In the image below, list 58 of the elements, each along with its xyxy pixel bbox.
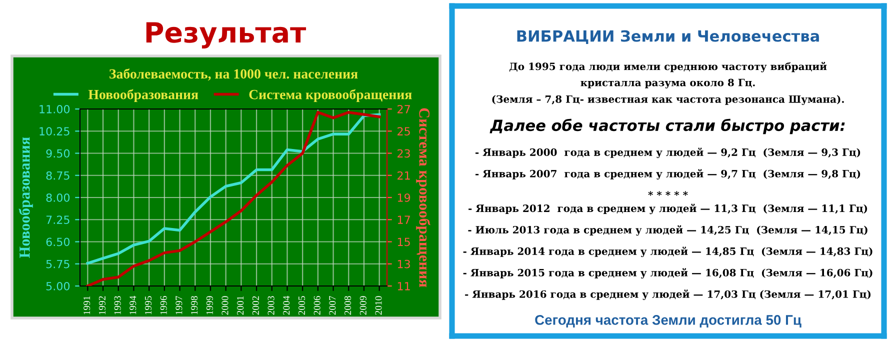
x-tick-label: 2005 bbox=[298, 296, 306, 315]
chart-title: Результат bbox=[146, 22, 306, 48]
y-axis-title: Новообразования bbox=[18, 137, 33, 258]
y2-tick-label: 13 bbox=[398, 260, 410, 268]
y2-tick-label: 21 bbox=[398, 171, 410, 180]
y2-tick-label: 19 bbox=[398, 193, 410, 202]
x-tick-label: 2010 bbox=[375, 296, 382, 315]
text: - Январь 2016 года в среднем у людей — 17,03 Гц (Земля — 17,01 Гц) bbox=[465, 290, 871, 300]
text: ВИБРАЦИИ Земли и Человечества bbox=[517, 30, 819, 44]
x-tick-label: 1999 bbox=[206, 296, 213, 314]
legend-label: Новообразования bbox=[88, 89, 198, 102]
text: * * * * * bbox=[648, 191, 688, 196]
x-tick-label: 1998 bbox=[191, 296, 198, 314]
y-tick-label: 7.25 bbox=[46, 216, 70, 224]
x-tick-label: 2007 bbox=[329, 296, 336, 315]
chart-subtitle: Заболеваемость, на 1000 чел. населения bbox=[110, 68, 358, 81]
x-tick-label: 2008 bbox=[344, 296, 352, 315]
x-tick-label: 2002 bbox=[252, 296, 259, 315]
y-tick-label: 11.00 bbox=[40, 104, 70, 114]
text: - Январь 2000 года в среднем у людей — 9,2 Гц (Земля — 9,3 Гц) bbox=[476, 148, 860, 158]
y2-tick-label: 11 bbox=[398, 282, 410, 290]
y2-axis-title: Система кровообращения bbox=[416, 108, 430, 288]
x-tick-label: 1991 bbox=[84, 296, 90, 314]
y2-tick-label: 17 bbox=[398, 216, 410, 224]
x-tick-label: 2009 bbox=[360, 296, 366, 315]
y2-tick-label: 15 bbox=[398, 238, 410, 246]
x-tick-label: 1994 bbox=[130, 296, 136, 314]
legend-label: Система кровообращения bbox=[249, 89, 412, 102]
x-tick-label: 2004 bbox=[283, 296, 290, 315]
text: кристалла разума около 8 Гц. bbox=[580, 78, 755, 88]
text: - Январь 2007 года в среднем у людей — 9,7 Гц (Земля — 9,8 Гц) bbox=[476, 169, 860, 180]
y-tick-label: 6.50 bbox=[46, 238, 70, 246]
text: До 1995 года люди имели среднюю частоту вибраций bbox=[509, 62, 827, 72]
text: - Январь 2015 года в среднем у людей — 16,08 Гц (Земля — 16,06 Гц) bbox=[463, 268, 872, 279]
y-tick-label: 8.75 bbox=[46, 171, 70, 180]
text: - Январь 2012 года в среднем у людей — 11,3 Гц (Земля — 11,1 Гц) bbox=[468, 204, 868, 214]
x-tick-label: 1997 bbox=[176, 296, 182, 314]
y2-tick-label: 23 bbox=[398, 149, 410, 158]
y-tick-label: 10.25 bbox=[40, 127, 70, 136]
x-tick-label: 2001 bbox=[237, 296, 244, 315]
y-tick-label: 5.75 bbox=[46, 260, 70, 268]
x-tick-label: 1995 bbox=[144, 296, 152, 314]
y-tick-label: 8.00 bbox=[46, 193, 70, 202]
y-tick-label: 5.00 bbox=[46, 282, 70, 290]
text: Сегодня частота Земли достигла 50 Гц bbox=[535, 315, 802, 328]
y2-tick-label: 27 bbox=[398, 104, 410, 114]
x-tick-label: 2006 bbox=[314, 296, 320, 315]
y-tick-label: 9.50 bbox=[46, 149, 70, 158]
text: - Июль 2013 года в среднем у людей — 14,25 Гц (Земля — 14,15 Гц) bbox=[468, 225, 868, 236]
x-tick-label: 1996 bbox=[160, 296, 167, 314]
x-tick-label: 1993 bbox=[114, 296, 121, 314]
y2-tick-label: 25 bbox=[398, 127, 410, 136]
text: Далее обе частоты стали быстро расти: bbox=[490, 118, 845, 134]
x-tick-label: 2003 bbox=[268, 296, 274, 315]
x-tick-label: 2000 bbox=[222, 296, 228, 315]
text: (Земля – 7,8 Гц- известная как частота резонанса Шумана). bbox=[492, 95, 844, 105]
text: - Январь 2014 года в среднем у людей — 14,85 Гц (Земля — 14,83 Гц) bbox=[463, 246, 872, 258]
x-tick-label: 1992 bbox=[98, 296, 106, 314]
